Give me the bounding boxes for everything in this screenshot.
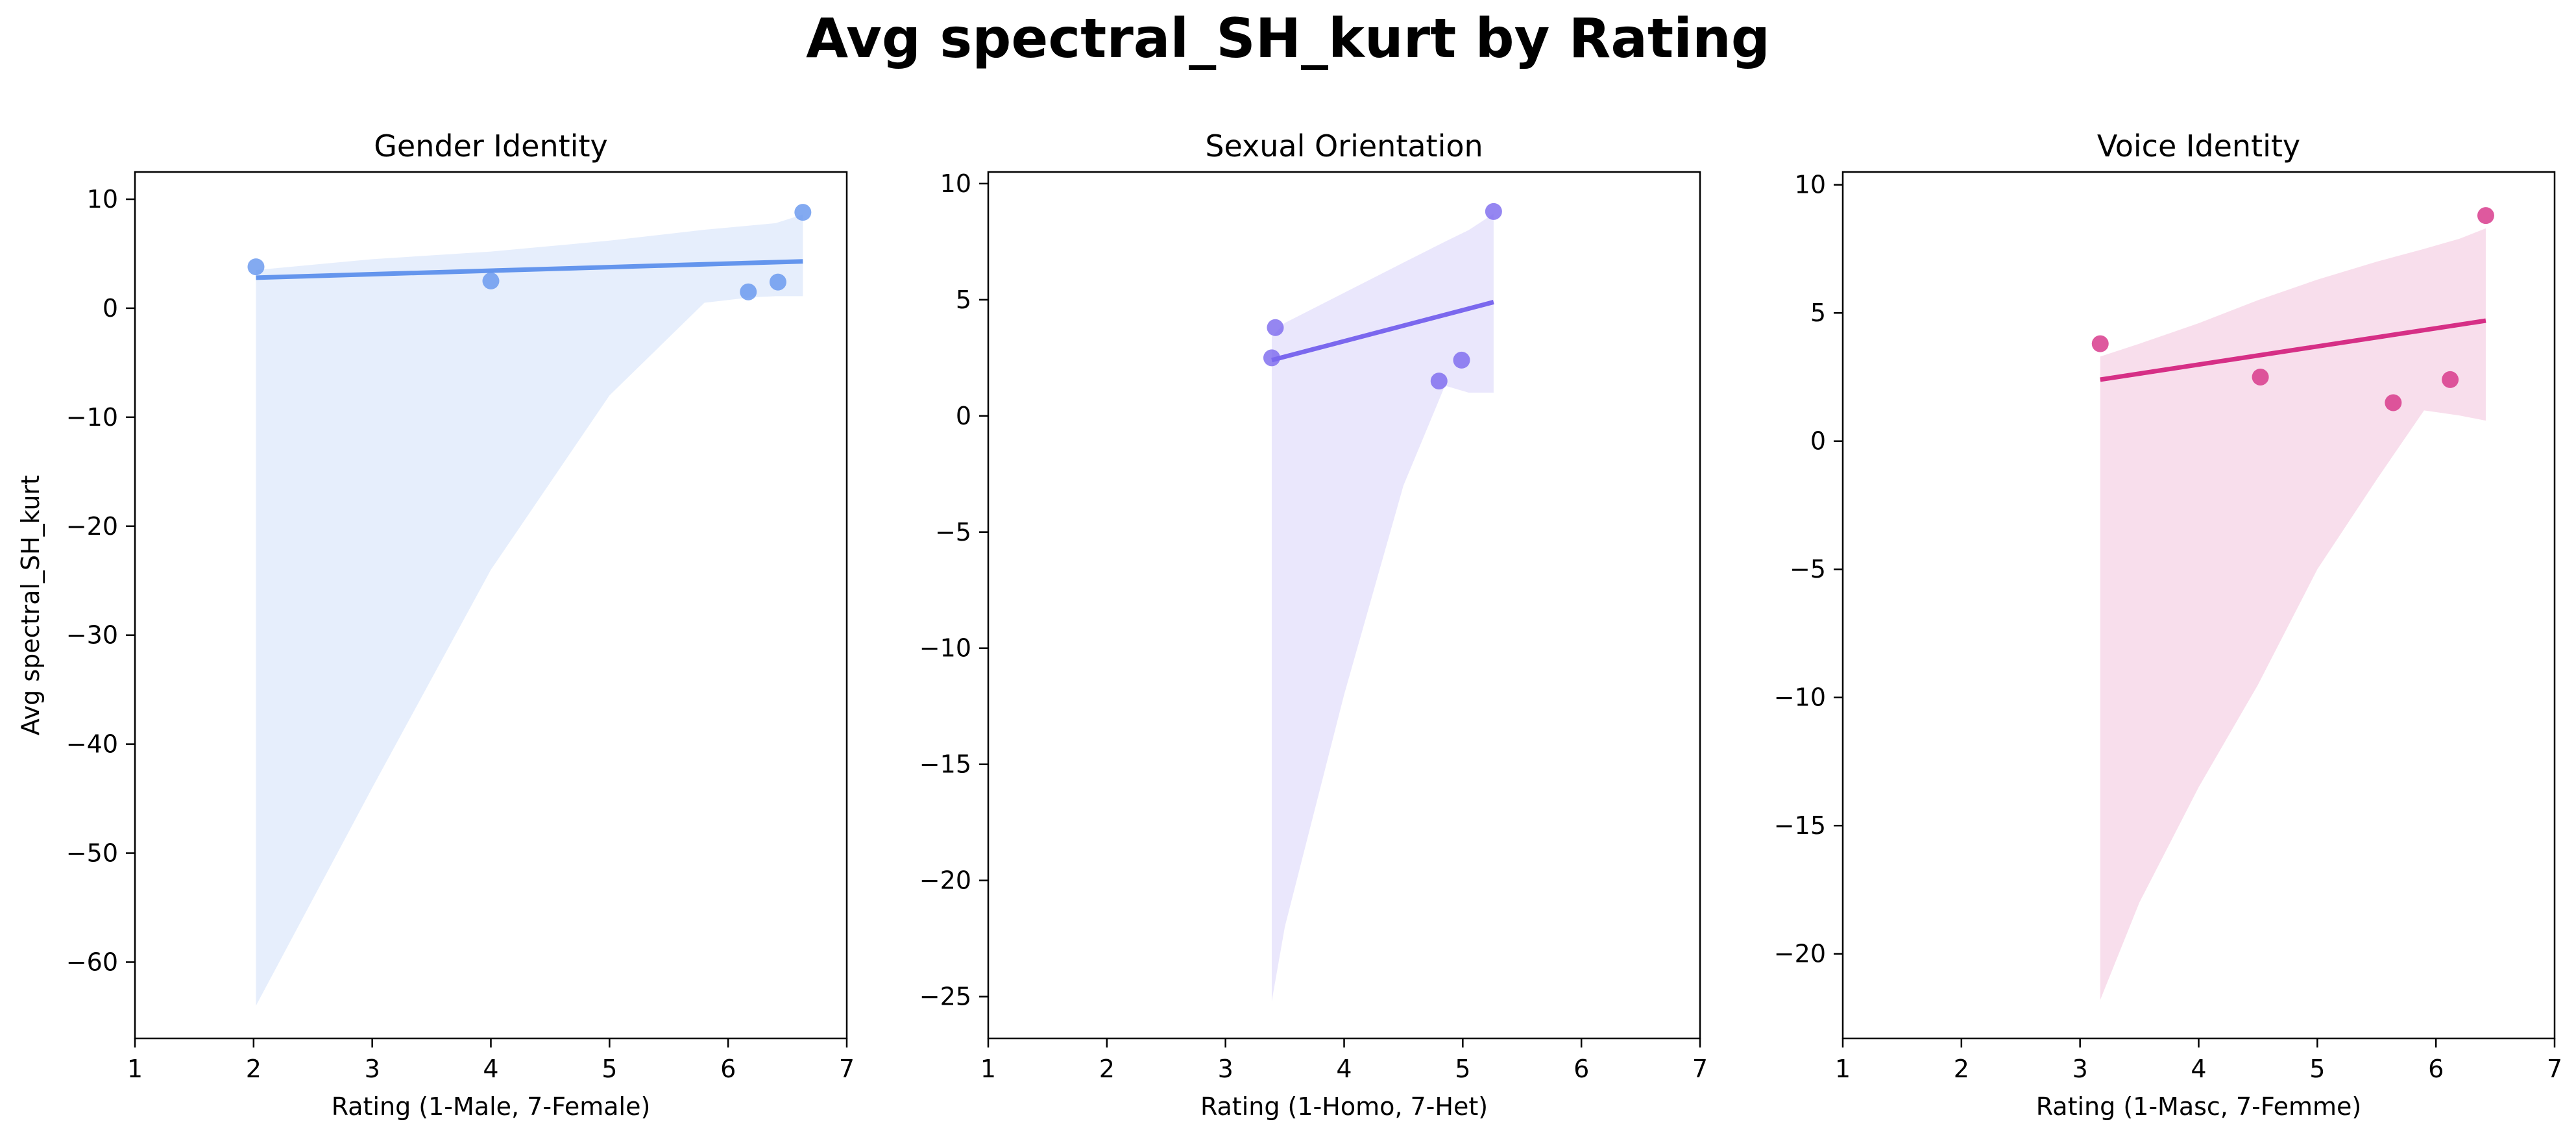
y-tick-label: −10	[66, 403, 118, 432]
y-tick-label: −10	[1774, 683, 1826, 712]
subplot-sexual-orientation: 1 2 3 4 5 6 7 10 5 0 −5 −10 −15 −20 −25 Sexual Orientat…	[919, 129, 1708, 1121]
x-tick-label: 2	[1954, 1055, 1969, 1083]
x-tick-label: 4	[1336, 1055, 1352, 1083]
y-tick-label: −10	[919, 634, 971, 663]
subplot-title: Voice Identity	[2097, 129, 2300, 164]
figure-title: Avg spectral_SH_kurt by Rating	[806, 6, 1770, 70]
x-axis-label: Rating (1-Male, 7-Female)	[332, 1092, 651, 1121]
y-tick-label: −5	[1790, 555, 1826, 583]
x-tick-label: 7	[2547, 1055, 2562, 1083]
data-point	[1485, 202, 1502, 220]
data-point	[2442, 371, 2459, 388]
data-point	[2091, 335, 2109, 352]
subplot-voice-identity: 1 2 3 4 5 6 7 10 5 0 −5 −10 −15 −20 Voice Identity Rati…	[1774, 129, 2562, 1121]
x-tick-label: 3	[1218, 1055, 1233, 1083]
data-point	[794, 204, 812, 221]
x-tick-label: 5	[2309, 1055, 2325, 1083]
y-tick-label: −40	[66, 730, 118, 759]
y-tick-label: −20	[66, 512, 118, 541]
subplot-gender-identity: 1 2 3 4 5 6 7 10 0 −10 −20 −30 −40 −50 −60 Gender Ident…	[16, 129, 855, 1121]
regression-line	[2100, 318, 2486, 382]
data-point	[1263, 349, 1280, 367]
data-point	[2252, 368, 2269, 386]
x-tick-label: 1	[127, 1055, 143, 1083]
y-tick-label: 10	[1795, 171, 1826, 199]
data-point	[1267, 319, 1284, 336]
y-tick-label: −30	[66, 621, 118, 650]
data-point	[482, 272, 500, 289]
y-tick-label: 0	[956, 402, 971, 430]
y-axis-label: Avg spectral_SH_kurt	[16, 475, 45, 735]
x-tick-label: 5	[601, 1055, 617, 1083]
x-tick-label: 4	[483, 1055, 498, 1083]
x-tick-label: 4	[2191, 1055, 2206, 1083]
data-point	[740, 283, 757, 300]
data-point	[1453, 351, 1470, 369]
x-tick-label: 6	[2428, 1055, 2444, 1083]
data-point	[2385, 394, 2402, 411]
y-tick-label: −15	[1774, 811, 1826, 840]
x-axis-label: Rating (1-Homo, 7-Het)	[1200, 1092, 1488, 1121]
x-tick-label: 3	[2072, 1055, 2088, 1083]
data-point	[2477, 207, 2494, 225]
x-tick-label: 2	[246, 1055, 261, 1083]
y-tick-label: −5	[935, 518, 971, 546]
x-tick-label: 2	[1099, 1055, 1115, 1083]
x-tick-label: 1	[980, 1055, 996, 1083]
regression-line	[256, 259, 803, 280]
y-tick-label: −50	[66, 839, 118, 868]
y-tick-label: −20	[1774, 940, 1826, 968]
y-tick-label: 10	[940, 169, 971, 198]
x-tick-label: 6	[1574, 1055, 1589, 1083]
data-point	[247, 258, 265, 276]
y-tick-label: −25	[919, 983, 971, 1011]
confidence-band	[2100, 228, 2486, 1000]
confidence-band	[256, 214, 803, 1006]
x-axis-label: Rating (1-Masc, 7-Femme)	[2036, 1092, 2362, 1121]
confidence-band	[1271, 214, 1494, 1001]
y-tick-label: 10	[87, 185, 118, 214]
regression-line	[1271, 300, 1494, 363]
y-tick-label: 5	[956, 286, 971, 314]
x-tick-label: 5	[1455, 1055, 1470, 1083]
x-tick-label: 7	[1692, 1055, 1708, 1083]
subplot-title: Gender Identity	[374, 129, 607, 164]
x-tick-label: 6	[720, 1055, 736, 1083]
subplot-title: Sexual Orientation	[1205, 129, 1483, 164]
x-tick-label: 3	[365, 1055, 380, 1083]
y-tick-label: −20	[919, 866, 971, 895]
y-tick-label: −15	[919, 750, 971, 779]
y-tick-label: 0	[103, 294, 118, 323]
data-point	[769, 273, 786, 291]
x-tick-label: 7	[839, 1055, 855, 1083]
y-tick-label: 0	[1810, 427, 1826, 456]
data-point	[1430, 373, 1448, 390]
y-tick-label: −60	[66, 948, 118, 976]
y-tick-label: 5	[1810, 299, 1826, 327]
x-tick-label: 1	[1835, 1055, 1851, 1083]
